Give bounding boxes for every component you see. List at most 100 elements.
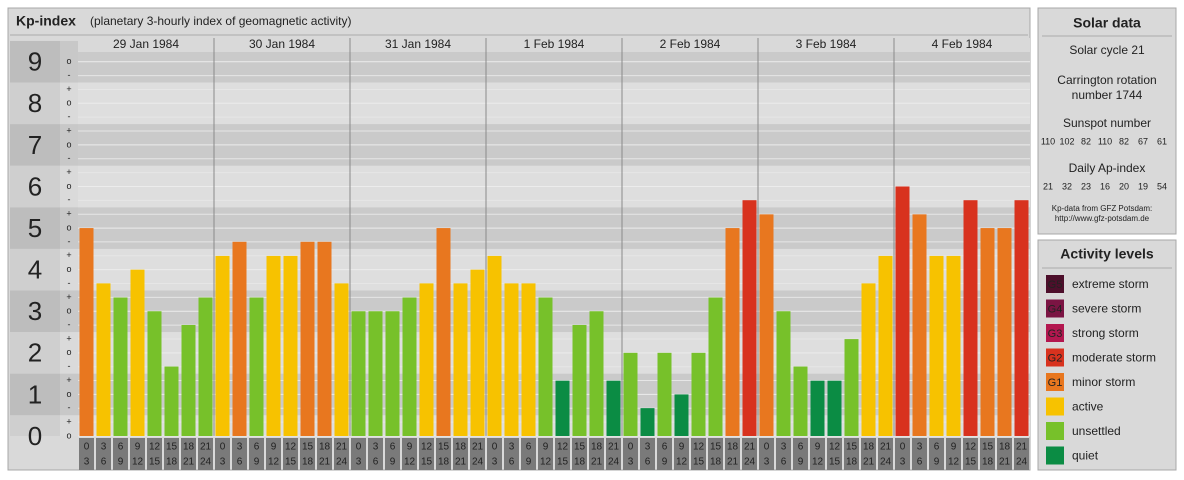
time-start: 18: [183, 442, 195, 453]
minor-tick-label: o: [66, 222, 71, 232]
ap-title: Daily Ap-index: [1069, 161, 1146, 175]
time-end: 12: [540, 457, 552, 468]
bar: [589, 311, 604, 436]
bar: [674, 394, 689, 436]
time-start: 21: [608, 442, 620, 453]
minor-tick-label: -: [68, 361, 71, 371]
time-end: 6: [917, 457, 923, 468]
time-box: [640, 438, 655, 470]
time-start: 0: [84, 442, 90, 453]
time-box: [844, 438, 859, 470]
sunspot-number: 82: [1119, 136, 1129, 146]
time-end: 3: [356, 457, 362, 468]
time-box: [895, 438, 910, 470]
time-end: 9: [390, 457, 396, 468]
legend-label: quiet: [1072, 449, 1099, 463]
time-end: 12: [132, 457, 144, 468]
time-end: 15: [965, 457, 977, 468]
y-band: [10, 332, 60, 374]
bar: [419, 283, 434, 436]
time-box: [96, 438, 111, 470]
y-band: [10, 415, 60, 436]
time-end: 9: [934, 457, 940, 468]
time-start: 3: [373, 442, 379, 453]
time-start: 15: [846, 442, 858, 453]
time-end: 18: [438, 457, 450, 468]
time-start: 18: [455, 442, 467, 453]
time-end: 6: [645, 457, 651, 468]
time-start: 18: [591, 442, 603, 453]
bar: [96, 283, 111, 436]
time-end: 21: [591, 457, 603, 468]
bar: [912, 214, 927, 436]
y-band: [10, 207, 60, 249]
time-end: 9: [798, 457, 804, 468]
time-box: [589, 438, 604, 470]
time-start: 9: [135, 442, 141, 453]
panel-title: Solar data: [1073, 15, 1141, 31]
time-start: 12: [149, 442, 161, 453]
time-end: 3: [84, 457, 90, 468]
y-tick-label: 2: [28, 338, 42, 368]
y-sub-band: [60, 332, 78, 374]
time-start: 0: [628, 442, 634, 453]
carrington: Carrington rotation: [1057, 73, 1156, 87]
minor-tick-label: o: [66, 139, 71, 149]
time-end: 9: [118, 457, 124, 468]
time-end: 21: [319, 457, 331, 468]
source-url: http://www.gfz-potsdam.de: [1055, 214, 1150, 223]
sunspot-number: 102: [1059, 136, 1074, 146]
minor-tick-label: +: [66, 250, 71, 260]
bar: [385, 311, 400, 436]
y-band: [10, 248, 60, 291]
legend-swatch: [1046, 446, 1064, 465]
y-tick-label: 3: [28, 296, 42, 326]
solar-panel: [1037, 7, 1177, 235]
bar: [215, 255, 230, 436]
ap-value: 32: [1062, 181, 1072, 191]
y-band: [10, 290, 60, 333]
legend-label: extreme storm: [1072, 277, 1149, 291]
time-box: [691, 438, 706, 470]
bar: [980, 228, 995, 436]
time-end: 18: [574, 457, 586, 468]
bar: [708, 297, 723, 436]
time-box: [300, 438, 315, 470]
minor-tick-label: -: [68, 278, 71, 288]
minor-tick-label: -: [68, 236, 71, 246]
time-box: [317, 438, 332, 470]
time-box: [385, 438, 400, 470]
time-box: [1014, 438, 1029, 470]
legend-swatch: [1046, 422, 1064, 440]
legend-title: Activity levels: [1060, 246, 1154, 262]
time-box: [147, 438, 162, 470]
time-box: [419, 438, 434, 470]
time-end: 24: [472, 457, 484, 468]
chart-subtitle: (planetary 3-hourly index of geomagnetic…: [90, 14, 351, 28]
chart-title: Kp-index: [16, 13, 76, 29]
minor-tick-label: +: [66, 375, 71, 385]
time-box: [79, 438, 94, 470]
time-start: 9: [679, 442, 685, 453]
time-end: 3: [764, 457, 770, 468]
bar: [691, 352, 706, 436]
time-end: 9: [254, 457, 260, 468]
bar: [725, 228, 740, 436]
day-header-bg: [78, 38, 1030, 52]
time-box: [606, 438, 621, 470]
time-end: 18: [982, 457, 994, 468]
y-tick-label: 8: [28, 88, 42, 118]
minor-tick-label: +: [66, 292, 71, 302]
ap-value: 23: [1081, 181, 1091, 191]
time-box: [623, 438, 638, 470]
legend-label: moderate storm: [1072, 351, 1156, 365]
bar: [113, 297, 128, 436]
time-start: 21: [472, 442, 484, 453]
time-box: [827, 438, 842, 470]
bar: [776, 311, 791, 436]
solar-cycle: Solar cycle 21: [1069, 43, 1145, 57]
time-start: 6: [526, 442, 532, 453]
time-end: 6: [373, 457, 379, 468]
legend-code: G5: [1048, 279, 1063, 291]
time-end: 15: [149, 457, 161, 468]
